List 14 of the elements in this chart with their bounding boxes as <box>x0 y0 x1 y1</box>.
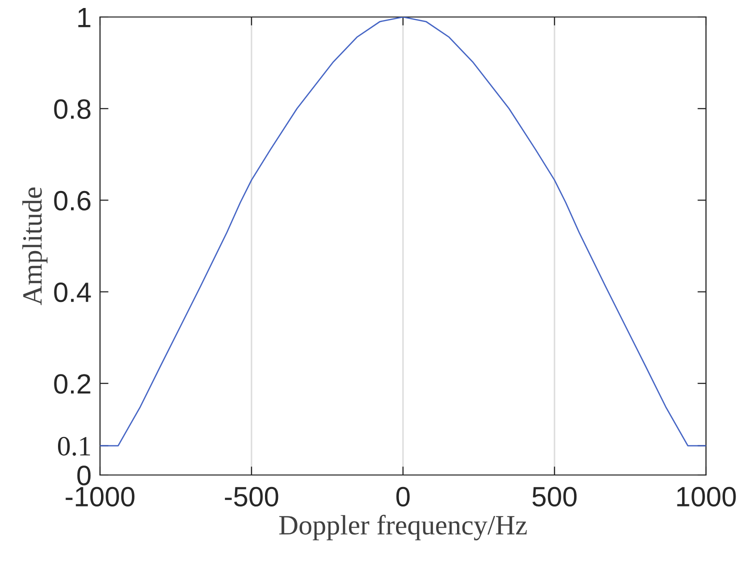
x-tick-label: 1000 <box>677 486 736 507</box>
y-tick-label: 0.6 <box>54 190 90 211</box>
y-tick-label: 0.4 <box>54 282 91 302</box>
y-tick-label: 0.1 <box>58 436 90 456</box>
x-tick-label: -500 <box>224 486 278 507</box>
y-tick-label: 0.2 <box>54 374 90 394</box>
y-axis-title: Amplitude <box>22 188 48 306</box>
x-tick-label: 0 <box>396 486 410 507</box>
x-tick-label: -1000 <box>66 486 134 507</box>
x-tick-label: 500 <box>532 486 577 507</box>
y-tick-label: 0.8 <box>54 99 90 119</box>
y-tick-label: 1 <box>78 8 90 28</box>
x-axis-title: Doppler frequency/Hz <box>279 514 527 540</box>
y-tick-label: 0 <box>77 466 91 486</box>
